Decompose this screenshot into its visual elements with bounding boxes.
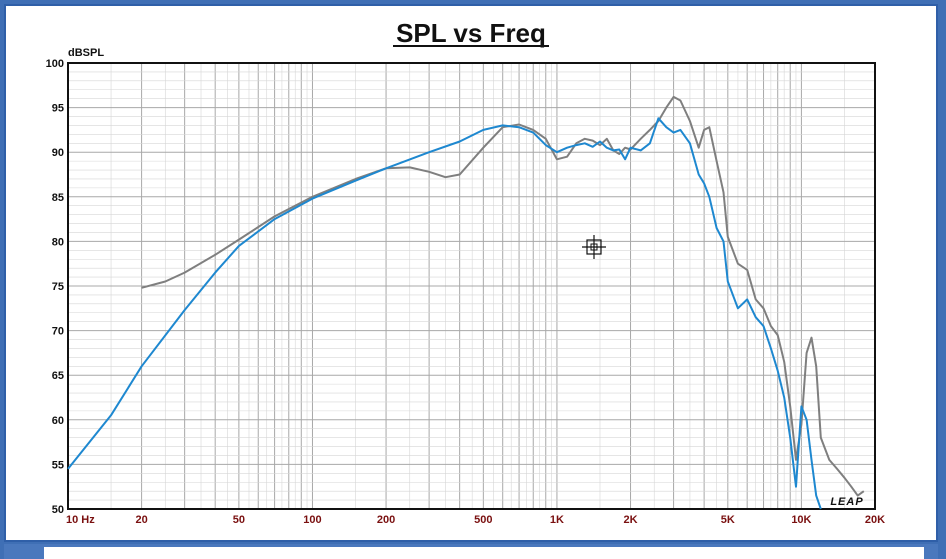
x-tick-labels: 10 Hz 20 50 100 200 500 1K 2K 5K 10K 20K (66, 514, 885, 526)
grid (68, 63, 875, 509)
leap-watermark: LEAP (830, 496, 863, 508)
x-tick-label: 5K (721, 514, 735, 526)
x-tick-label: 20 (135, 514, 147, 526)
y-tick-label: 75 (52, 281, 64, 293)
y-tick-label: 80 (52, 236, 64, 248)
y-tick-label: 60 (52, 415, 64, 427)
series-line-2 (67, 117, 822, 510)
y-tick-labels: 50 55 60 65 70 75 80 85 90 95 100 (46, 58, 64, 516)
y-tick-label: 65 (52, 370, 64, 382)
y-tick-label: 95 (52, 103, 64, 115)
x-tick-label: 500 (474, 514, 492, 526)
y-tick-label: 50 (52, 504, 64, 516)
x-tick-label: 50 (233, 514, 245, 526)
x-tick-label: 10 Hz (66, 514, 95, 526)
chart-title: SPL vs Freq (396, 18, 546, 48)
x-tick-label: 100 (303, 514, 321, 526)
x-tick-label: 20K (865, 514, 885, 526)
plot-area-border (67, 62, 876, 510)
y-tick-label: 70 (52, 326, 64, 338)
x-tick-label: 1K (550, 514, 564, 526)
series-group (67, 95, 865, 510)
y-tick-label: 55 (52, 459, 64, 471)
bottom-panel-strip (4, 544, 938, 559)
chart-window (4, 4, 938, 542)
y-axis-label: dBSPL (68, 47, 104, 59)
x-tick-label: 10K (791, 514, 811, 526)
crosshair-cursor-icon[interactable] (582, 235, 606, 259)
y-tick-label: 100 (46, 58, 64, 70)
x-tick-label: 200 (377, 514, 395, 526)
x-tick-label: 2K (623, 514, 637, 526)
y-tick-label: 85 (52, 192, 64, 204)
y-tick-label: 90 (52, 147, 64, 159)
